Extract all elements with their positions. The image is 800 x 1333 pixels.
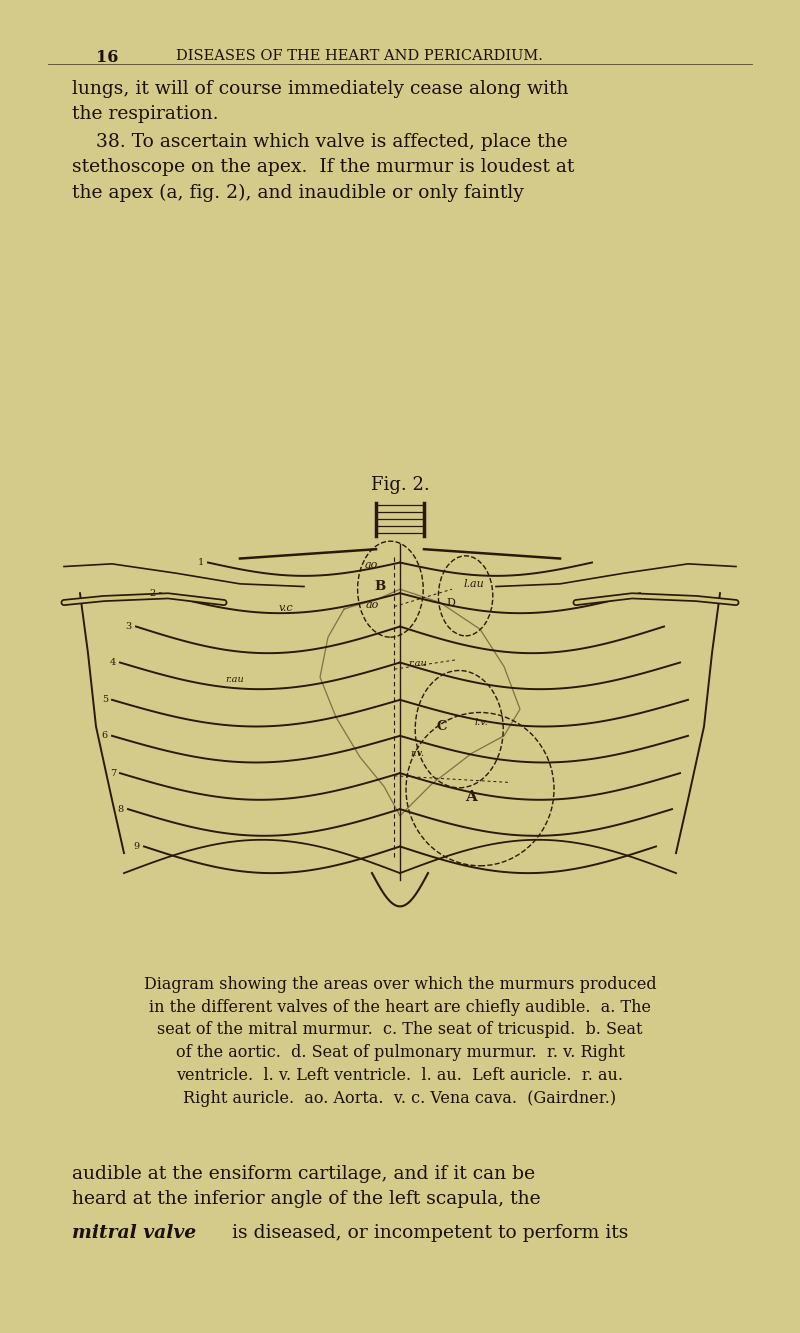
Text: A: A (466, 790, 478, 804)
Text: 5: 5 (102, 696, 108, 704)
Text: 38. To ascertain which valve is affected, place the
stethoscope on the apex.  If: 38. To ascertain which valve is affected… (72, 133, 574, 201)
Text: DISEASES OF THE HEART AND PERICARDIUM.: DISEASES OF THE HEART AND PERICARDIUM. (176, 49, 543, 64)
Text: r.au: r.au (226, 676, 244, 684)
Text: r.au: r.au (408, 660, 426, 668)
Text: 3: 3 (126, 623, 132, 631)
Text: Fig. 2.: Fig. 2. (370, 476, 430, 495)
Text: 9: 9 (134, 842, 140, 850)
Text: C: C (436, 720, 446, 733)
Text: l.au: l.au (464, 579, 485, 589)
Text: 8: 8 (118, 805, 124, 813)
Text: v.c: v.c (278, 603, 293, 613)
Text: D: D (446, 597, 455, 608)
Text: 2: 2 (150, 589, 156, 597)
Text: 7: 7 (110, 769, 116, 777)
Text: 6: 6 (102, 732, 108, 740)
Text: r.v.: r.v. (410, 749, 425, 757)
Text: audible at the ensiform cartilage, and if it can be
heard at the inferior angle : audible at the ensiform cartilage, and i… (72, 1165, 541, 1208)
Text: l.v.: l.v. (474, 718, 488, 726)
Text: B: B (374, 580, 386, 593)
Text: ao: ao (365, 560, 378, 571)
Text: lungs, it will of course immediately cease along with
the respiration.: lungs, it will of course immediately cea… (72, 80, 569, 123)
Text: ao: ao (366, 600, 379, 611)
Text: Diagram showing the areas over which the murmurs produced
in the different valve: Diagram showing the areas over which the… (144, 976, 656, 1106)
Text: 1: 1 (198, 559, 204, 567)
Text: 4: 4 (110, 659, 116, 666)
Text: is diseased, or incompetent to perform its: is diseased, or incompetent to perform i… (226, 1224, 629, 1242)
Text: 16: 16 (96, 49, 118, 67)
Text: mitral valve: mitral valve (72, 1224, 196, 1242)
